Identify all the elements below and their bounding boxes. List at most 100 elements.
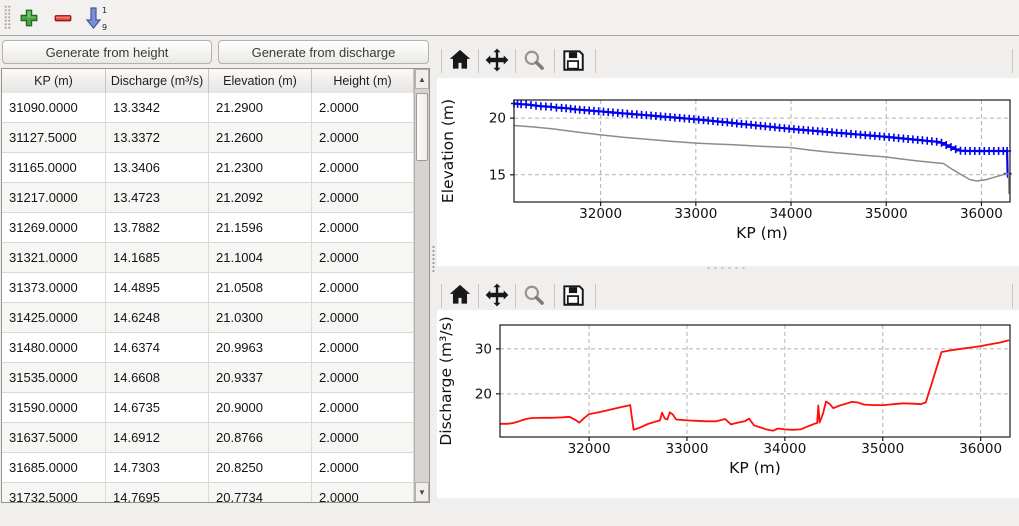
table-row[interactable]: 31590.0000 14.6735 20.9000 2.0000 [2,393,414,423]
table-cell[interactable]: 14.6248 [106,303,209,332]
table-cell[interactable]: 13.3372 [106,123,209,152]
table-cell[interactable]: 14.6608 [106,363,209,392]
table-cell[interactable]: 2.0000 [312,93,414,122]
discharge-chart-toolbar [437,279,1019,313]
table-cell[interactable]: 2.0000 [312,333,414,362]
toolbar-drag-handle[interactable] [4,5,11,30]
table-cell[interactable]: 31480.0000 [2,333,106,362]
table-cell[interactable]: 21.1004 [209,243,312,272]
table-row[interactable]: 31480.0000 14.6374 20.9963 2.0000 [2,333,414,363]
table-cell[interactable]: 14.6374 [106,333,209,362]
table-cell[interactable]: 2.0000 [312,423,414,452]
elevation-chart-toolbar [437,44,1019,78]
table-cell[interactable]: 20.9000 [209,393,312,422]
table-cell[interactable]: 2.0000 [312,213,414,242]
table-cell[interactable]: 2.0000 [312,243,414,272]
table-cell[interactable]: 2.0000 [312,273,414,302]
table-cell[interactable]: 21.2300 [209,153,312,182]
save-button[interactable] [558,281,588,311]
generate-from-height-button[interactable]: Generate from height [2,40,212,64]
table-cell[interactable]: 2.0000 [312,183,414,212]
table-row[interactable]: 31732.5000 14.7695 20.7734 2.0000 [2,483,414,502]
scroll-up-button[interactable]: ▲ [415,69,429,89]
table-cell[interactable]: 31269.0000 [2,213,106,242]
horizontal-splitter-handle[interactable] [705,266,749,271]
table-cell[interactable]: 2.0000 [312,453,414,482]
table-row[interactable]: 31090.0000 13.3342 21.2900 2.0000 [2,93,414,123]
table-cell[interactable]: 21.2092 [209,183,312,212]
table-cell[interactable]: 14.7303 [106,453,209,482]
zoom-button[interactable] [519,46,549,76]
elevation-chart-canvas[interactable]: 32000 33000 34000 35000 36000 15 20 KP (m) Eleva… [437,78,1019,266]
table-row[interactable]: 31637.5000 14.6912 20.8766 2.0000 [2,423,414,453]
add-row-button[interactable] [15,4,42,31]
table-cell[interactable]: 31732.5000 [2,483,106,502]
table-cell[interactable]: 13.3342 [106,93,209,122]
table-cell[interactable]: 13.3406 [106,153,209,182]
table-cell[interactable]: 31217.0000 [2,183,106,212]
table-cell[interactable]: 31535.0000 [2,363,106,392]
table-cell[interactable]: 14.6735 [106,393,209,422]
table-cell[interactable]: 20.9963 [209,333,312,362]
table-row[interactable]: 31685.0000 14.7303 20.8250 2.0000 [2,453,414,483]
table-cell[interactable]: 21.1596 [209,213,312,242]
table-cell[interactable]: 2.0000 [312,303,414,332]
table-cell[interactable]: 13.7882 [106,213,209,242]
home-button[interactable] [445,46,475,76]
table-cell[interactable]: 31637.5000 [2,423,106,452]
table-cell[interactable]: 21.2900 [209,93,312,122]
table-cell[interactable]: 2.0000 [312,153,414,182]
table-row[interactable]: 31535.0000 14.6608 20.9337 2.0000 [2,363,414,393]
table-cell[interactable]: 14.6912 [106,423,209,452]
table-cell[interactable]: 31685.0000 [2,453,106,482]
table-cell[interactable]: 21.0300 [209,303,312,332]
sort-rows-button[interactable]: 1 9 [81,4,108,31]
table-cell[interactable]: 20.9337 [209,363,312,392]
table-cell[interactable]: 2.0000 [312,123,414,152]
pan-button[interactable] [482,281,512,311]
table-cell[interactable]: 31321.0000 [2,243,106,272]
table-row[interactable]: 31217.0000 13.4723 21.2092 2.0000 [2,183,414,213]
table-cell[interactable]: 13.4723 [106,183,209,212]
scroll-down-button[interactable]: ▼ [415,482,429,502]
x-axis-label: KP (m) [729,459,781,477]
remove-row-button[interactable] [49,4,76,31]
vertical-splitter-handle[interactable] [431,245,436,273]
pan-button[interactable] [482,46,512,76]
table-row[interactable]: 31165.0000 13.3406 21.2300 2.0000 [2,153,414,183]
table-cell[interactable]: 31165.0000 [2,153,106,182]
table-cell[interactable]: 21.0508 [209,273,312,302]
save-button[interactable] [558,46,588,76]
table-cell[interactable]: 2.0000 [312,393,414,422]
home-button[interactable] [445,281,475,311]
table-cell[interactable]: 31590.0000 [2,393,106,422]
table-scrollbar[interactable]: ▲ ▼ [414,69,429,502]
zoom-button[interactable] [519,281,549,311]
table-cell[interactable]: 14.7695 [106,483,209,502]
table-cell[interactable]: 21.2600 [209,123,312,152]
table-cell[interactable]: 2.0000 [312,363,414,392]
table-cell[interactable]: 20.8250 [209,453,312,482]
table-cell[interactable]: 31090.0000 [2,93,106,122]
home-icon [449,49,471,69]
scrollbar-thumb[interactable] [416,93,428,161]
discharge-chart-canvas[interactable]: 32000 33000 34000 35000 36000 20 30 KP (m) Disch… [437,310,1019,498]
table-cell[interactable]: 31373.0000 [2,273,106,302]
table-row[interactable]: 31321.0000 14.1685 21.1004 2.0000 [2,243,414,273]
table-cell[interactable]: 2.0000 [312,483,414,502]
column-header[interactable]: Height (m) [312,69,414,93]
table-row[interactable]: 31269.0000 13.7882 21.1596 2.0000 [2,213,414,243]
table-cell[interactable]: 14.4895 [106,273,209,302]
table-cell[interactable]: 31127.5000 [2,123,106,152]
table-cell[interactable]: 31425.0000 [2,303,106,332]
table-row[interactable]: 31425.0000 14.6248 21.0300 2.0000 [2,303,414,333]
column-header[interactable]: Discharge (m³/s) [106,69,209,93]
table-row[interactable]: 31127.5000 13.3372 21.2600 2.0000 [2,123,414,153]
table-cell[interactable]: 20.7734 [209,483,312,502]
table-row[interactable]: 31373.0000 14.4895 21.0508 2.0000 [2,273,414,303]
generate-from-discharge-button[interactable]: Generate from discharge [218,40,429,64]
column-header[interactable]: Elevation (m) [209,69,312,93]
column-header[interactable]: KP (m) [2,69,106,93]
table-cell[interactable]: 20.8766 [209,423,312,452]
table-cell[interactable]: 14.1685 [106,243,209,272]
